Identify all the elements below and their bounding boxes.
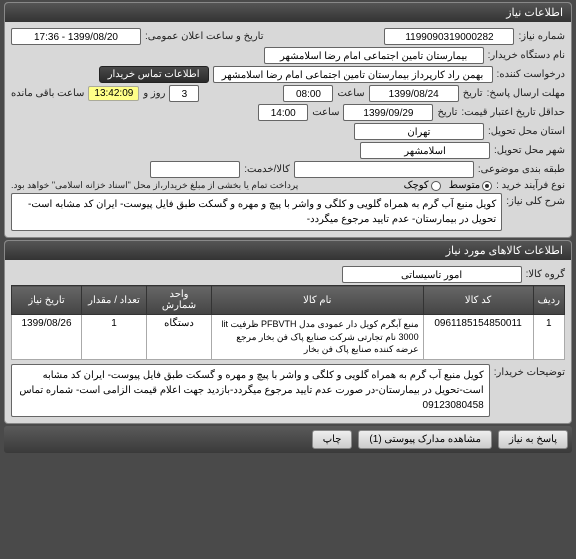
cell-code: 0961185154850011 <box>423 315 533 360</box>
need-info-header: اطلاعات نیاز <box>5 3 571 22</box>
col-qty: تعداد / مقدار <box>82 286 147 315</box>
buyer-desc-label: توضیحات خریدار: <box>494 364 565 378</box>
category-value <box>294 161 474 178</box>
print-button[interactable]: چاپ <box>312 430 353 449</box>
radio-icon <box>431 181 441 191</box>
attachments-button[interactable]: مشاهده مدارک پیوستی (1) <box>358 430 492 449</box>
goods-service-value <box>150 161 240 178</box>
hours-left-label: ساعت باقی مانده <box>11 88 84 99</box>
price-time-value: 14:00 <box>258 104 308 121</box>
process-type-radios: متوسط کوچک <box>404 180 492 191</box>
cell-name: منبع آبگرم کویل دار عمودی مدل PFBVTH ظرف… <box>212 315 424 360</box>
process-type-label: نوع فرآیند خرید : <box>496 180 565 191</box>
countdown-timer: 13:42:09 <box>88 86 139 101</box>
col-date: تاریخ نیاز <box>12 286 82 315</box>
day-and-label: روز و <box>143 88 165 99</box>
process-opt-medium[interactable]: متوسط <box>449 180 492 191</box>
contact-buyer-button[interactable]: اطلاعات تماس خریدار <box>99 66 209 83</box>
main-desc-value: کویل منبع آب گرم به همراه گلویی و کلگی و… <box>11 193 502 231</box>
answer-time-value: 08:00 <box>283 85 333 102</box>
goods-group-label: گروه کالا: <box>526 269 565 280</box>
price-validity-label: حداقل تاریخ اعتبار قیمت: <box>461 107 565 118</box>
buyer-org-label: نام دستگاه خریدار: <box>488 50 565 61</box>
col-unit: واحد شمارش <box>147 286 212 315</box>
cell-idx: 1 <box>533 315 564 360</box>
need-no-label: شماره نیاز: <box>518 31 565 42</box>
col-name: نام کالا <box>212 286 424 315</box>
action-bar: پاسخ به نیاز مشاهده مدارک پیوستی (1) چاپ <box>4 426 572 453</box>
category-label: طبقه بندی موضوعی: <box>478 164 565 175</box>
hour-label-1: ساعت <box>337 88 364 99</box>
announce-dt-label: تاریخ و ساعت اعلان عمومی: <box>145 31 264 42</box>
col-code: کد کالا <box>423 286 533 315</box>
cell-qty: 1 <box>82 315 147 360</box>
date-label-2: تاریخ <box>437 107 457 118</box>
table-header-row: ردیف کد کالا نام کالا واحد شمارش تعداد /… <box>12 286 565 315</box>
cell-date: 1399/08/26 <box>12 315 82 360</box>
table-row[interactable]: 1 0961185154850011 منبع آبگرم کویل دار ع… <box>12 315 565 360</box>
col-idx: ردیف <box>533 286 564 315</box>
goods-table: ردیف کد کالا نام کالا واحد شمارش تعداد /… <box>11 285 565 360</box>
buyer-desc-value: کویل منبع آب گرم به همراه گلویی و کلگی و… <box>11 364 490 417</box>
delivery-city-label: شهر محل تحویل: <box>494 145 565 156</box>
price-date-value: 1399/09/29 <box>343 104 433 121</box>
radio-icon <box>482 181 492 191</box>
requester-value: بهمن راد کارپرداز بیمارستان تامین اجتماع… <box>213 66 493 83</box>
need-info-panel: اطلاعات نیاز شماره نیاز: 119909031900028… <box>4 2 572 238</box>
delivery-prov-value: تهران <box>354 123 484 140</box>
treasury-note: پرداخت تمام یا بخشی از مبلغ خریدار،از مح… <box>11 180 298 191</box>
process-opt-medium-label: متوسط <box>449 180 480 191</box>
process-opt-small-label: کوچک <box>404 180 429 191</box>
need-no-value: 1199090319000282 <box>384 28 514 45</box>
announce-dt-value: 1399/08/20 - 17:36 <box>11 28 141 45</box>
delivery-city-value: اسلامشهر <box>360 142 490 159</box>
process-opt-small[interactable]: کوچک <box>404 180 441 191</box>
goods-header: اطلاعات کالاهای مورد نیاز <box>5 241 571 260</box>
cell-unit: دستگاه <box>147 315 212 360</box>
goods-panel: اطلاعات کالاهای مورد نیاز گروه کالا: امو… <box>4 240 572 424</box>
goods-service-label: کالا/خدمت: <box>244 164 290 175</box>
reply-button[interactable]: پاسخ به نیاز <box>498 430 568 449</box>
days-left-value: 3 <box>169 85 199 102</box>
buyer-org-value: بیمارستان تامین اجتماعی امام رضا اسلامشه… <box>264 47 484 64</box>
requester-label: درخواست کننده: <box>497 69 565 80</box>
answer-date-value: 1399/08/24 <box>369 85 459 102</box>
hour-label-2: ساعت <box>312 107 339 118</box>
answer-deadline-label: مهلت ارسال پاسخ: <box>487 88 565 99</box>
main-desc-label: شرح کلی نیاز: <box>506 193 565 207</box>
goods-group-value: امور تاسیساتی <box>342 266 522 283</box>
delivery-prov-label: استان محل تحویل: <box>488 126 565 137</box>
date-label-1: تاریخ <box>463 88 483 99</box>
